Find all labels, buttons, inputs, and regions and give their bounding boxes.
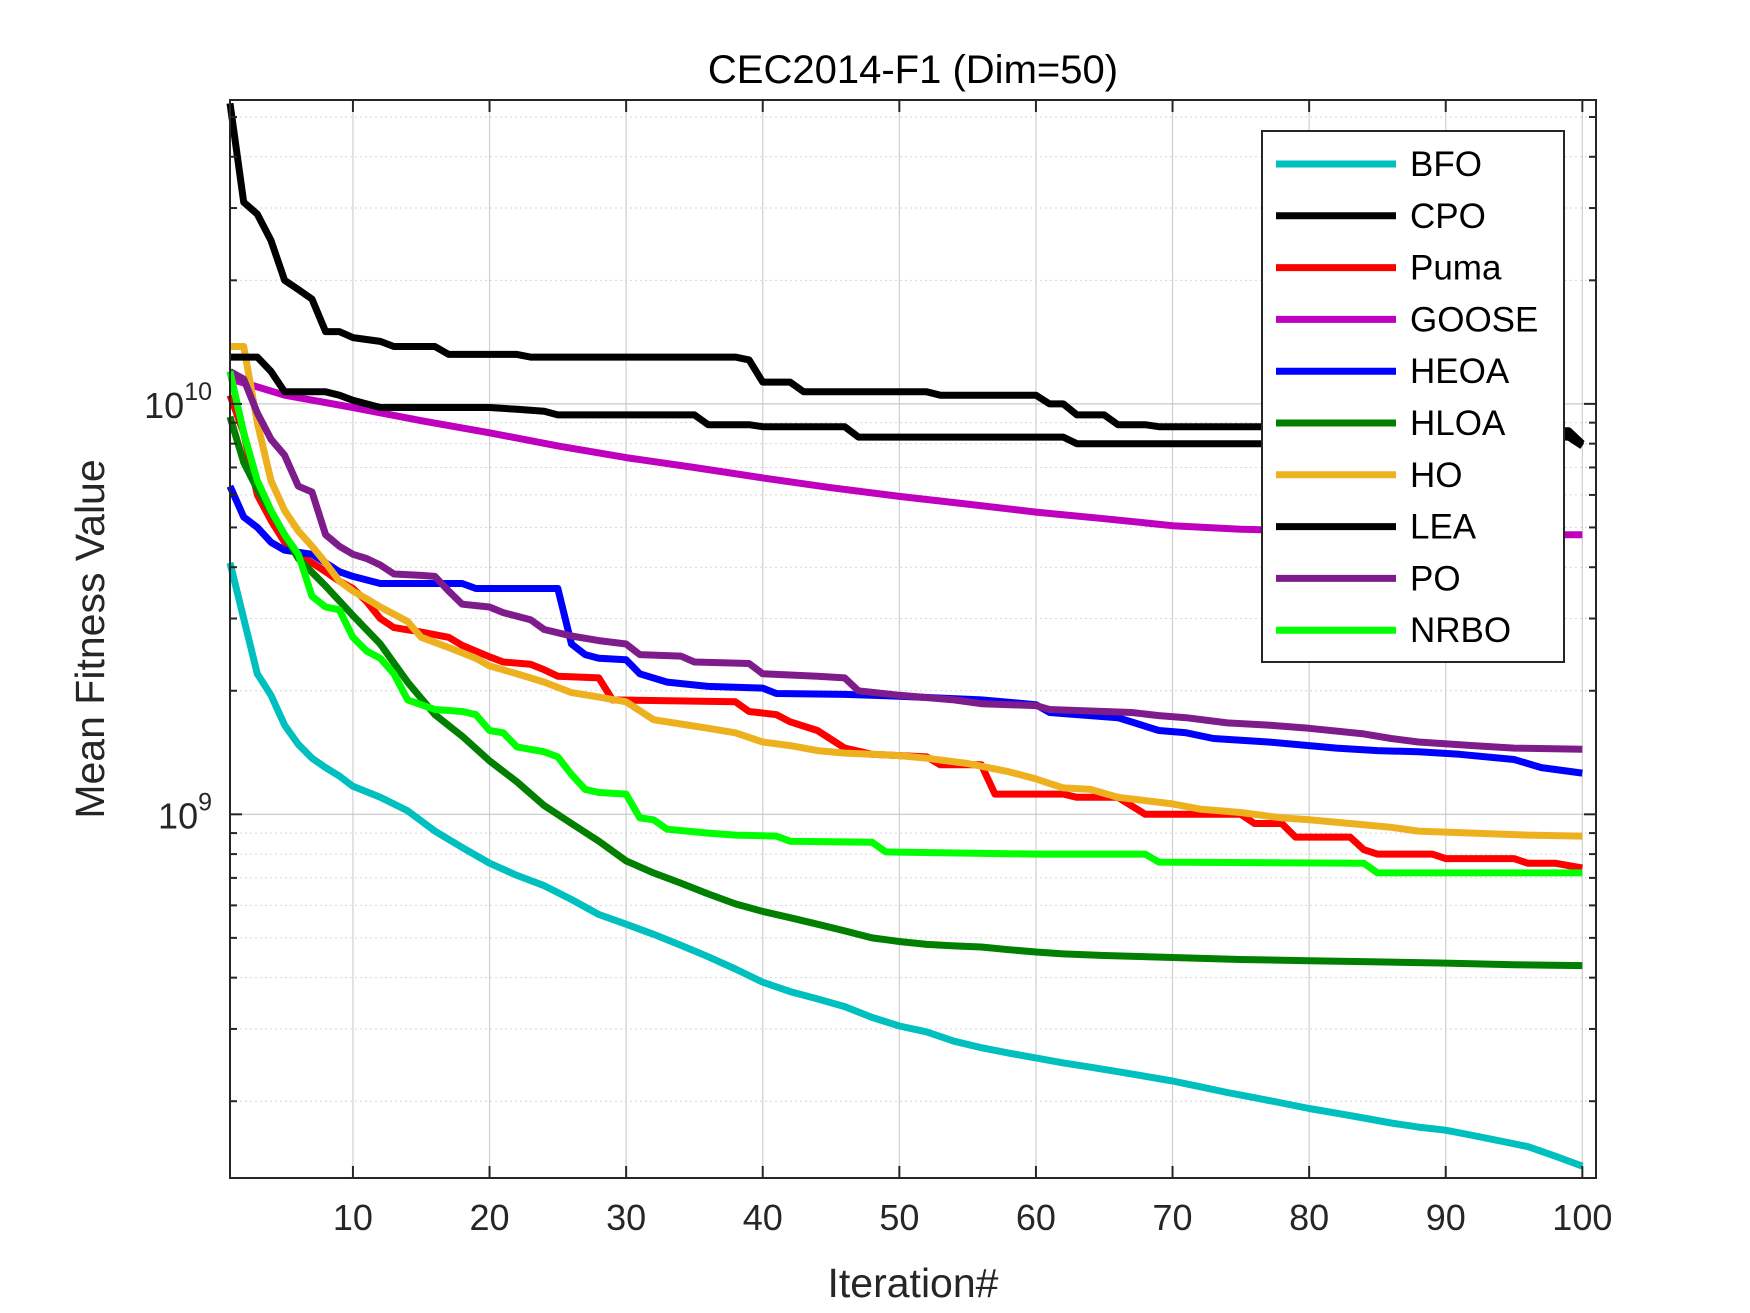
x-tick-label: 70 bbox=[1153, 1197, 1193, 1238]
x-tick-label: 50 bbox=[879, 1197, 919, 1238]
x-tick-label: 100 bbox=[1552, 1197, 1612, 1238]
legend-label: CPO bbox=[1410, 197, 1486, 236]
legend-item-ho: HO bbox=[1276, 456, 1463, 495]
x-tick-label: 30 bbox=[606, 1197, 646, 1238]
x-tick-label: 40 bbox=[743, 1197, 783, 1238]
series-line-cpo bbox=[226, 102, 1585, 447]
y-tick-label: 109 bbox=[158, 788, 212, 836]
legend: BFO CPO Puma GOOSE HEOA HLOA HO LEA PO NRBO bbox=[1261, 130, 1565, 663]
x-tick-label: 90 bbox=[1426, 1197, 1466, 1238]
legend-item-lea: LEA bbox=[1276, 508, 1477, 547]
y-axis-label: Mean Fitness Value bbox=[67, 459, 113, 818]
legend-box bbox=[1261, 130, 1565, 663]
legend-label: Puma bbox=[1410, 249, 1502, 288]
legend-item-puma: Puma bbox=[1276, 249, 1502, 288]
legend-label: HEOA bbox=[1410, 352, 1510, 391]
series-line-bfo bbox=[226, 561, 1584, 1170]
legend-label: BFO bbox=[1410, 145, 1482, 184]
y-tick-label: 1010 bbox=[144, 378, 212, 426]
x-axis-label: Iteration# bbox=[828, 1260, 999, 1306]
legend-label: PO bbox=[1410, 559, 1461, 598]
ticks: 10 20 30 40 50 60 70 80 90 100 109 1010 bbox=[144, 100, 1612, 1238]
legend-item-hloa: HLOA bbox=[1276, 404, 1506, 443]
legend-item-bfo: BFO bbox=[1276, 145, 1482, 184]
legend-item-heoa: HEOA bbox=[1276, 352, 1510, 391]
legend-item-nrbo: NRBO bbox=[1276, 611, 1511, 650]
series-line-nrbo bbox=[226, 370, 1583, 877]
x-tick-label: 20 bbox=[470, 1197, 510, 1238]
legend-label: HLOA bbox=[1410, 404, 1506, 443]
legend-item-po: PO bbox=[1276, 559, 1461, 598]
legend-item-goose: GOOSE bbox=[1276, 300, 1538, 339]
series-line-hloa bbox=[226, 415, 1583, 970]
legend-label: LEA bbox=[1410, 508, 1477, 547]
plot-frame bbox=[229, 99, 1597, 1179]
x-tick-label: 60 bbox=[1016, 1197, 1056, 1238]
legend-label: HO bbox=[1410, 456, 1463, 495]
chart-title: CEC2014-F1 (Dim=50) bbox=[708, 48, 1118, 92]
legend-label: NRBO bbox=[1410, 611, 1511, 650]
legend-item-cpo: CPO bbox=[1276, 197, 1486, 236]
x-tick-label: 10 bbox=[333, 1197, 373, 1238]
series-line-ho bbox=[230, 343, 1583, 840]
series-line-po bbox=[228, 368, 1583, 753]
legend-label: GOOSE bbox=[1410, 300, 1538, 339]
x-tick-label: 80 bbox=[1289, 1197, 1329, 1238]
